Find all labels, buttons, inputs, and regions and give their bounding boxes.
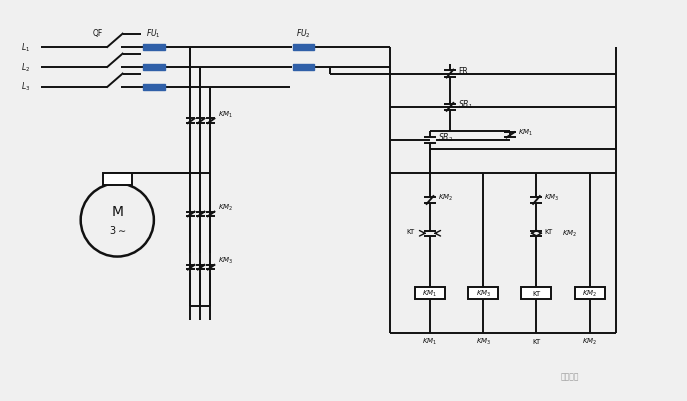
Text: $KM_1$: $KM_1$ [518,127,533,137]
Text: $KM_3$: $KM_3$ [475,288,491,298]
Text: $KM_1$: $KM_1$ [423,336,438,346]
Text: $KM_1$: $KM_1$ [218,109,234,119]
Bar [293,65,314,71]
Text: $KM_1$: $KM_1$ [423,288,438,298]
Bar [143,65,164,71]
Text: $KM_2$: $KM_2$ [582,288,597,298]
Text: $SB_1$: $SB_1$ [458,98,473,111]
Text: $KM_3$: $KM_3$ [218,255,234,265]
Text: KT: KT [532,338,541,344]
Bar [143,84,164,91]
Text: M: M [111,205,123,219]
Bar [469,288,498,300]
Text: $L_2$: $L_2$ [21,61,30,73]
Text: FR: FR [458,67,468,75]
Text: 电工之家: 电工之家 [561,372,579,381]
Text: $SB_2$: $SB_2$ [438,131,453,144]
Text: $KM_2$: $KM_2$ [218,202,234,212]
Text: $KM_2$: $KM_2$ [582,336,597,346]
Text: KT: KT [407,228,415,234]
Text: $L_1$: $L_1$ [21,41,30,53]
Text: $KM_3$: $KM_3$ [544,192,560,202]
Bar [575,288,605,300]
Bar [293,45,314,51]
Text: $KM_2$: $KM_2$ [438,192,453,202]
Text: $FU_1$: $FU_1$ [146,27,161,39]
Text: KT: KT [532,290,541,296]
Text: QF: QF [92,29,102,38]
Text: $L_3$: $L_3$ [21,81,30,93]
Bar [143,45,164,51]
Text: $KM_2$: $KM_2$ [562,229,577,239]
Bar [521,288,552,300]
Text: $FU_2$: $FU_2$ [296,27,311,39]
Bar [102,173,132,185]
Text: KT: KT [544,228,553,234]
Bar [415,288,445,300]
Text: $KM_3$: $KM_3$ [475,336,491,346]
Text: $3{\sim}$: $3{\sim}$ [109,224,126,236]
